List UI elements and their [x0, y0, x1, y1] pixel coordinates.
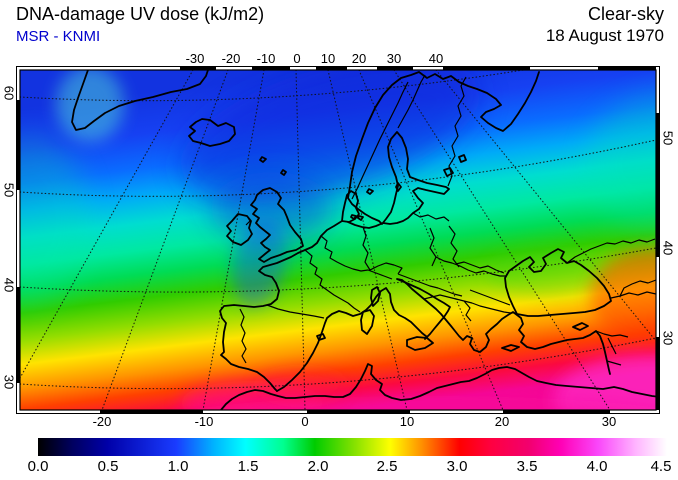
right-tick-label: 30 — [660, 330, 676, 346]
russia-cyan-blob — [587, 95, 656, 235]
black-sea-blob — [486, 248, 610, 296]
top-tick-label: 30 — [386, 51, 402, 66]
coastline-north-africa — [220, 363, 656, 410]
page-title: DNA-damage UV dose (kJ/m2) — [16, 4, 265, 24]
top-tick-label: 40 — [428, 51, 444, 66]
egypt-high-uv-blob — [553, 355, 656, 410]
left-tick-label: 50 — [1, 182, 17, 198]
colorbar-tick-label: 0.0 — [27, 458, 49, 475]
colorbar-tick-label: 4.0 — [586, 458, 608, 475]
anatolia-high-uv-blob — [590, 248, 656, 344]
top-tick-label: -10 — [256, 51, 276, 66]
right-tick-label: 40 — [660, 240, 676, 256]
left-tick-label: 40 — [1, 277, 17, 293]
condition-label: Clear-sky — [587, 4, 664, 24]
coastline-black-sea — [504, 248, 612, 317]
coastline-faroe-islands — [259, 156, 287, 176]
coastline-scandinavia-arctic — [347, 71, 540, 199]
top-tick-label: -20 — [221, 51, 241, 66]
south-spain-blob — [256, 370, 348, 402]
north-sea-low-uv-blob — [210, 172, 334, 244]
colorbar-tick-label: 1.5 — [237, 458, 259, 475]
coastline-great-britain — [250, 187, 304, 263]
graticule — [20, 70, 656, 410]
colorbar-tick-label: 1.0 — [167, 458, 189, 475]
top-tick-label: -30 — [185, 51, 205, 66]
colorbar-tick-label: 3.0 — [446, 458, 468, 475]
colorbar-tick-label: 4.5 — [650, 458, 672, 475]
coastline-mediterranean-north — [276, 278, 611, 392]
left-tick-label: 60 — [1, 85, 17, 101]
data-source-label: MSR - KNMI — [16, 28, 101, 45]
coastline-baltic — [347, 131, 450, 229]
top-tick-label: 10 — [320, 51, 336, 66]
bottom-tick-label: -10 — [194, 414, 214, 429]
country-borders — [239, 74, 656, 366]
date-label: 18 August 1970 — [545, 26, 664, 45]
frame-tick-segments — [16, 66, 660, 414]
coastline-atlantic-west-europe — [219, 220, 343, 392]
bottom-tick-label: -20 — [92, 414, 112, 429]
coastline-islands-lakes — [316, 154, 589, 352]
atlantic-mid-blob — [20, 135, 90, 305]
map-frame — [16, 66, 660, 414]
colorbar — [38, 438, 667, 456]
coastline-greenland — [71, 70, 209, 131]
bottom-tick-label: 0 — [301, 414, 309, 429]
coastline-denmark — [341, 190, 364, 223]
top-tick-label: 0 — [293, 51, 301, 66]
greenland-ice-blob — [56, 70, 124, 142]
coastline-ireland — [226, 213, 253, 246]
bottom-tick-label: 30 — [601, 414, 617, 429]
colorbar-tick-label: 2.5 — [376, 458, 398, 475]
left-tick-label: 30 — [1, 374, 17, 390]
bottom-tick-label: 20 — [494, 414, 510, 429]
colorbar-tick-label: 0.5 — [97, 458, 119, 475]
right-tick-label: 50 — [660, 130, 676, 146]
scandinavia-low-uv-blob — [180, 70, 480, 204]
coastline-iceland — [188, 118, 236, 147]
colorbar-tick-label: 3.5 — [516, 458, 538, 475]
bottom-tick-label: 10 — [399, 414, 415, 429]
colorbar-tick-label: 2.0 — [307, 458, 329, 475]
top-tick-label: 20 — [351, 51, 367, 66]
